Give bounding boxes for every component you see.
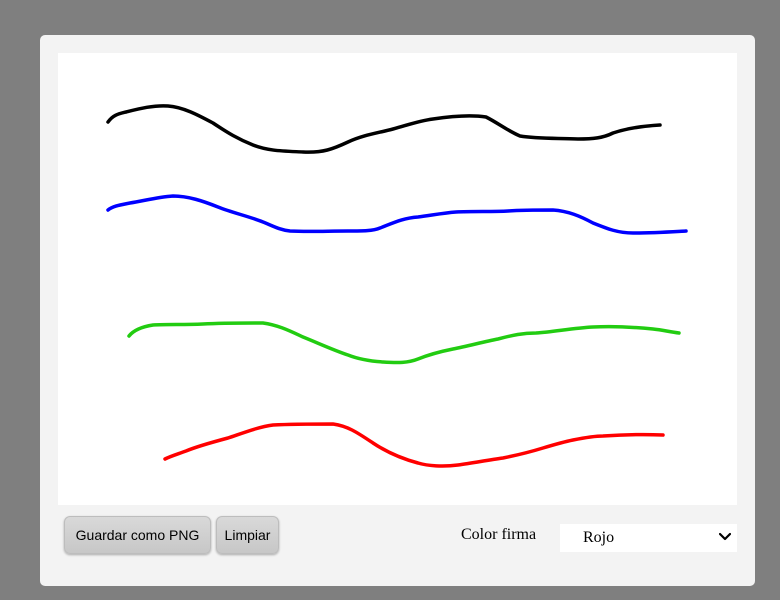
color-select[interactable]: Rojo bbox=[560, 524, 737, 552]
clear-button[interactable]: Limpiar bbox=[216, 516, 279, 554]
color-label: Color firma bbox=[461, 526, 537, 543]
green-stroke bbox=[127, 321, 681, 365]
signature-panel: Guardar como PNG Limpiar Color firma Roj… bbox=[40, 35, 755, 586]
chevron-down-icon bbox=[719, 532, 731, 541]
save-png-button[interactable]: Guardar como PNG bbox=[64, 516, 211, 554]
color-select-value: Rojo bbox=[583, 529, 615, 546]
signature-drawing bbox=[106, 104, 688, 468]
black-stroke bbox=[106, 104, 662, 154]
red-stroke bbox=[163, 422, 665, 468]
signature-canvas[interactable] bbox=[58, 53, 737, 505]
blue-stroke bbox=[106, 194, 688, 235]
